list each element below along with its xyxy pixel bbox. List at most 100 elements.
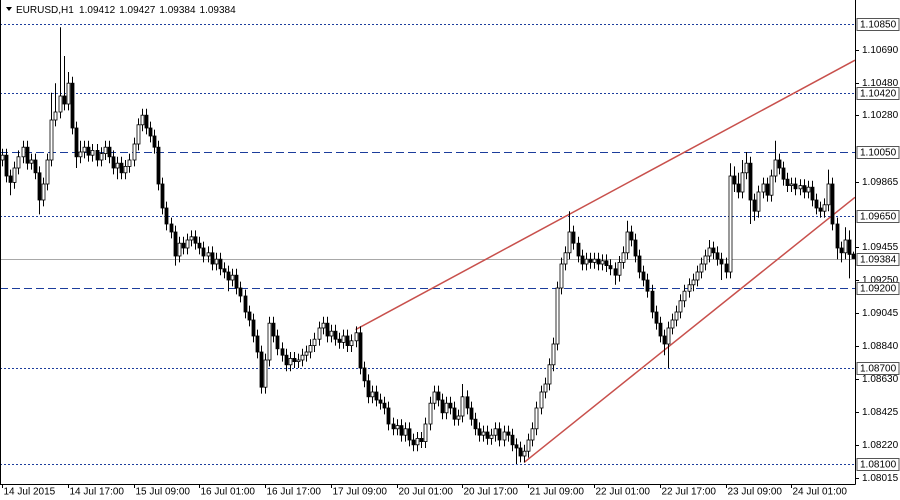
- candle-body: [107, 146, 112, 158]
- candle-body: [382, 402, 387, 409]
- candle-body: [728, 175, 733, 273]
- candle-body: [337, 338, 342, 343]
- level-label: 1.10050: [860, 148, 897, 159]
- candle-body: [419, 437, 424, 442]
- candle-body: [744, 162, 749, 174]
- candle-body: [177, 242, 182, 257]
- candle-body: [769, 175, 774, 196]
- candle-body: [226, 271, 231, 281]
- candle-body: [604, 260, 609, 266]
- candle-body: [366, 380, 371, 398]
- candle-body: [781, 167, 786, 180]
- candle-body: [559, 263, 564, 289]
- candle-body: [58, 95, 63, 113]
- last-high: 1.09427: [119, 5, 156, 16]
- candle-body: [317, 327, 322, 340]
- candle-body: [436, 391, 441, 401]
- candle-body: [576, 242, 581, 257]
- candle-body: [25, 146, 30, 164]
- candle-body: [193, 236, 198, 244]
- candle-body: [210, 252, 215, 265]
- candle-body: [543, 383, 548, 393]
- level-box: [856, 146, 900, 159]
- candle-body: [629, 231, 634, 241]
- y-tick-label: 1.08015: [862, 473, 899, 484]
- candle-body: [181, 242, 186, 249]
- candle-body: [810, 186, 815, 201]
- candle-body: [321, 322, 326, 329]
- candle-body: [374, 391, 379, 401]
- candle-body: [465, 396, 470, 409]
- candle-body: [526, 439, 531, 452]
- candle-body: [214, 258, 219, 265]
- candle-body: [440, 399, 445, 414]
- candle-body: [411, 439, 416, 446]
- candle-body: [41, 183, 46, 201]
- candle-body: [0, 154, 5, 161]
- candle-body: [847, 239, 852, 255]
- candle-body: [391, 423, 396, 430]
- y-tick-label: 1.09250: [862, 275, 899, 286]
- candle-body: [814, 199, 819, 209]
- candle-body: [358, 332, 363, 369]
- candle-body: [748, 162, 753, 201]
- x-tick-label: 16 Jul 17:00: [267, 487, 322, 498]
- candle-body: [407, 428, 412, 441]
- candle-body: [563, 252, 568, 265]
- candle-body: [740, 172, 745, 193]
- level-box: [856, 362, 900, 375]
- candle-body: [304, 351, 309, 356]
- candle-body: [530, 428, 535, 441]
- candle-body: [534, 407, 539, 430]
- candle-body: [325, 322, 330, 337]
- last-open: 1.09412: [79, 5, 116, 16]
- candle-body: [189, 236, 194, 241]
- level-label: 1.10850: [860, 20, 897, 31]
- candle-body: [103, 146, 108, 154]
- candle-body: [395, 425, 400, 430]
- candle-body: [354, 332, 359, 342]
- candle-body: [830, 183, 835, 225]
- candle-body: [123, 165, 128, 174]
- candle-body: [8, 175, 13, 183]
- candle-body: [21, 146, 26, 158]
- level-box: [856, 210, 900, 223]
- candle-body: [625, 231, 630, 254]
- candle-body: [600, 260, 605, 265]
- candle-body: [136, 124, 141, 145]
- candle-body: [386, 407, 391, 425]
- candle-body: [378, 399, 383, 404]
- candle-body: [588, 258, 593, 263]
- candle-body: [756, 191, 761, 212]
- candle-body: [53, 111, 58, 121]
- candle-body: [662, 335, 667, 345]
- candle-body: [752, 199, 757, 212]
- candle-body: [329, 330, 334, 337]
- x-tick-label: 14 Jul 17:00: [70, 487, 125, 498]
- candle-body: [851, 253, 856, 259]
- candle-body: [399, 425, 404, 436]
- candle-body: [243, 295, 248, 313]
- candle-body: [489, 434, 494, 439]
- candle-body: [711, 247, 716, 254]
- x-tick-label: 14 Jul 2015: [4, 487, 56, 498]
- candle-body: [551, 343, 556, 366]
- y-tick-label: 1.09045: [862, 308, 899, 319]
- candle-body: [493, 428, 498, 436]
- candle-body: [45, 159, 50, 185]
- last-close: 1.09384: [200, 5, 237, 16]
- candle-body: [732, 175, 737, 185]
- candle-body: [267, 322, 272, 361]
- level-label: 1.08700: [860, 364, 897, 375]
- candle-body: [637, 255, 642, 273]
- candle-body: [403, 428, 408, 436]
- candle-body: [485, 431, 490, 439]
- candle-body: [806, 186, 811, 193]
- candle-body: [362, 367, 367, 382]
- candle-body: [169, 223, 174, 233]
- candle-body: [66, 82, 71, 105]
- menu-icon[interactable]: [6, 7, 12, 11]
- candle-body: [703, 255, 708, 265]
- candle-body: [247, 311, 252, 321]
